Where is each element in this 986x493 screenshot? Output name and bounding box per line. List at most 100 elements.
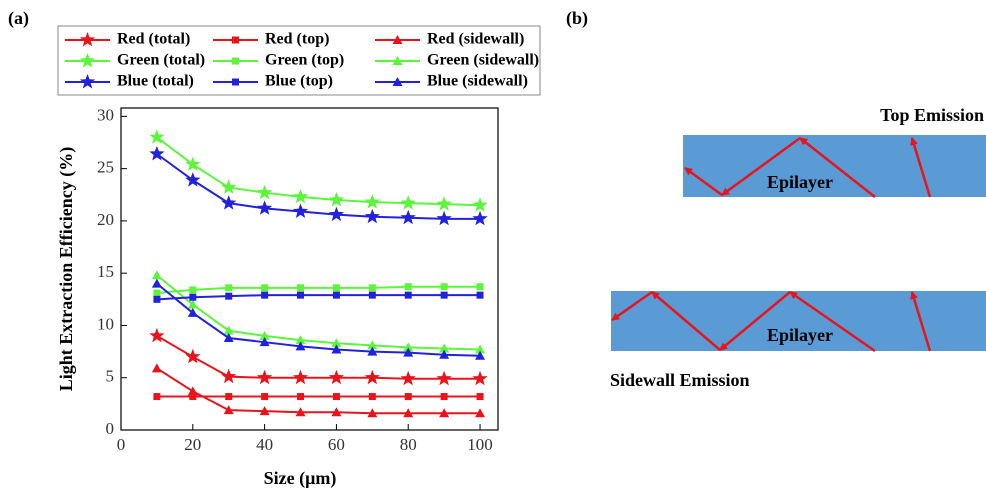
marker [259,406,270,416]
marker [400,195,416,210]
x-tick-label: 80 [400,435,417,454]
marker [295,407,306,417]
plot: 0 20 40 60 80 100 0 5 10 15 20 25 30 [97,105,493,454]
marker [261,291,269,299]
marker [332,284,340,292]
marker [185,348,201,364]
marker [292,369,309,385]
marker [221,179,237,194]
marker [225,393,233,401]
ray [721,136,801,197]
marker [79,53,96,68]
series-line [156,153,481,220]
marker [403,342,414,352]
marker [368,284,376,292]
marker [221,195,237,210]
marker [439,408,450,418]
marker [472,210,488,226]
marker [189,293,197,301]
x-tick-label: 20 [184,435,201,454]
marker [187,299,198,309]
marker [292,188,309,204]
ray [611,290,653,322]
legend-label: Green (sidewall) [427,52,539,69]
marker [440,393,448,401]
legend-label: Blue (sidewall) [427,73,528,90]
marker [332,393,340,401]
marker [436,210,452,226]
series-line [156,367,481,415]
marker [225,292,233,300]
legend-label: Red (sidewall) [427,31,524,48]
marker [392,77,403,86]
marker [328,206,344,222]
y-tick-label: 15 [97,262,114,281]
marker [476,291,484,299]
legend-label: Green (top) [265,52,344,69]
marker [223,333,234,342]
y-tick-label: 20 [97,210,114,229]
marker [439,343,450,353]
ray [651,291,721,351]
marker [295,341,306,351]
marker [297,284,305,292]
y-tick-label: 25 [97,158,114,177]
marker [295,335,306,345]
marker [151,363,162,373]
marker [476,283,484,291]
x-tick-label: 0 [117,435,126,454]
marker [331,344,342,354]
marker [232,78,239,86]
marker [364,194,380,209]
legend-label: Red (top) [265,31,329,48]
marker [404,393,412,401]
marker [404,291,412,299]
panel-label: (a) [8,8,29,29]
marker [392,56,403,65]
marker [403,408,414,418]
marker [332,291,340,299]
marker [151,270,162,280]
marker [187,386,198,396]
marker [367,408,378,418]
legend-box [57,25,541,96]
series-line [156,136,481,207]
marker [232,57,239,65]
marker [367,346,378,356]
marker [292,203,309,218]
marker [79,74,96,89]
diagram: Top Emission Epilayer Epilayer Sidewall … [610,105,986,390]
marker [259,330,270,340]
marker [475,344,486,354]
ray [910,137,932,198]
y-tick-label: 10 [97,314,114,333]
marker [331,407,342,417]
marker [364,208,380,224]
marker [149,146,165,161]
y-tick-label: 0 [106,419,115,438]
marker [261,393,269,401]
ray [789,290,876,353]
marker [368,393,376,401]
marker [261,284,269,292]
marker [436,196,452,211]
marker [153,289,161,297]
marker [403,347,414,357]
diagram-title: Sidewall Emission [610,370,750,390]
marker [331,338,342,348]
marker [472,197,488,212]
marker [440,291,448,299]
marker [149,129,165,144]
marker [223,325,234,335]
marker [185,172,201,187]
marker [257,200,273,215]
marker [221,368,237,384]
marker [404,283,412,291]
axes-frame [120,107,499,431]
marker [232,36,239,44]
x-tick-label: 100 [467,435,493,454]
marker [400,209,416,225]
marker [149,327,165,343]
x-axis-label: Size (μm) [264,468,337,489]
